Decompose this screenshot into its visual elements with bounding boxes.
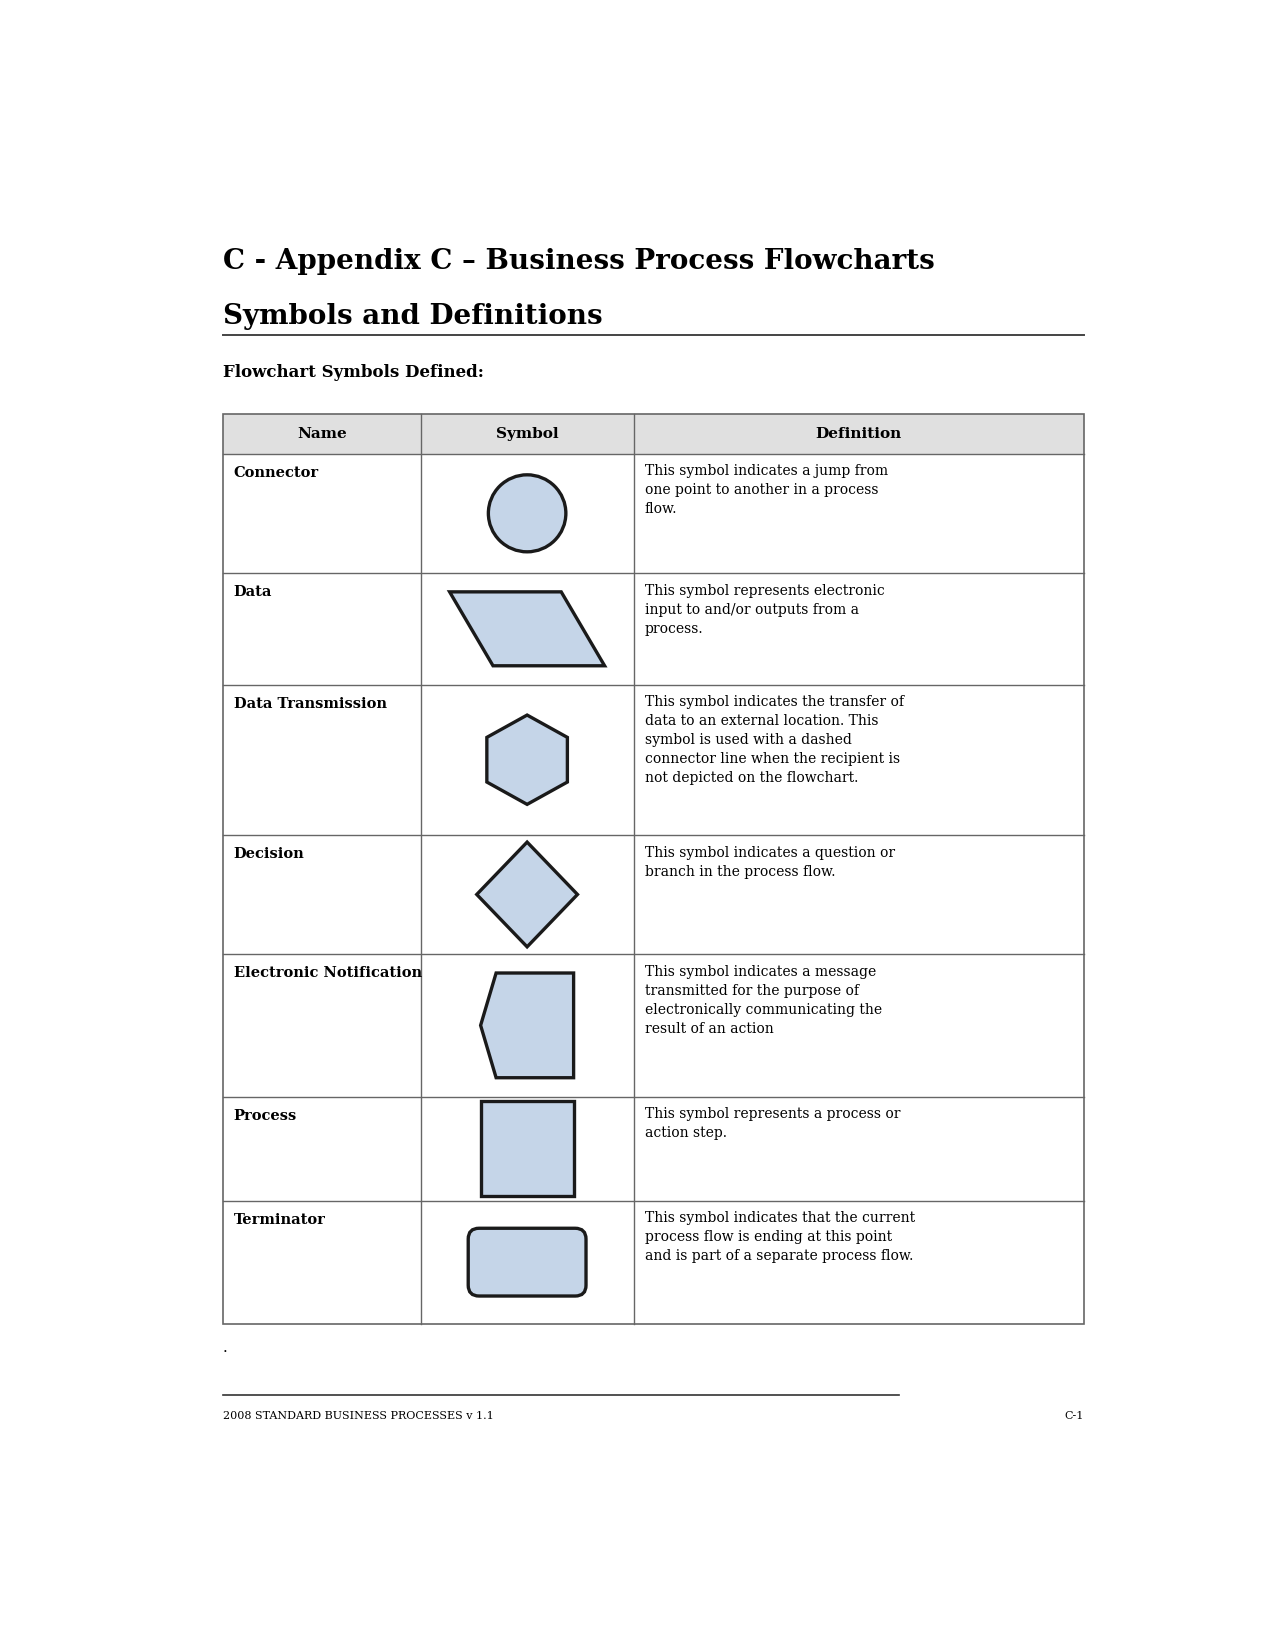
- Text: Flowchart Symbols Defined:: Flowchart Symbols Defined:: [223, 363, 483, 381]
- Text: This symbol indicates a jump from
one point to another in a process
flow.: This symbol indicates a jump from one po…: [645, 464, 887, 516]
- Text: This symbol represents electronic
input to and/or outputs from a
process.: This symbol represents electronic input …: [645, 584, 885, 635]
- Text: This symbol indicates that the current
process flow is ending at this point
and : This symbol indicates that the current p…: [645, 1211, 914, 1264]
- Polygon shape: [481, 974, 574, 1077]
- Text: Decision: Decision: [233, 846, 305, 861]
- Bar: [223, 414, 1084, 1323]
- Polygon shape: [487, 714, 567, 805]
- Bar: [481, 1101, 574, 1196]
- Text: Data: Data: [233, 586, 272, 599]
- Text: This symbol represents a process or
action step.: This symbol represents a process or acti…: [645, 1107, 900, 1140]
- Text: Electronic Notification: Electronic Notification: [233, 967, 422, 980]
- Text: Data Transmission: Data Transmission: [233, 696, 386, 711]
- Bar: [223, 414, 1084, 454]
- Text: This symbol indicates a message
transmitted for the purpose of
electronically co: This symbol indicates a message transmit…: [645, 965, 881, 1036]
- Circle shape: [488, 475, 566, 551]
- Text: Definition: Definition: [815, 427, 901, 441]
- Polygon shape: [450, 592, 604, 667]
- Text: 2008 STANDARD BUSINESS PROCESSES v 1.1: 2008 STANDARD BUSINESS PROCESSES v 1.1: [223, 1411, 493, 1421]
- Text: Terminator: Terminator: [233, 1213, 325, 1228]
- FancyBboxPatch shape: [468, 1228, 586, 1295]
- Text: Name: Name: [297, 427, 347, 441]
- Text: Process: Process: [233, 1109, 297, 1124]
- Text: Symbols and Definitions: Symbols and Definitions: [223, 304, 603, 330]
- Text: Connector: Connector: [233, 465, 319, 480]
- Text: C - Appendix C – Business Process Flowcharts: C - Appendix C – Business Process Flowch…: [223, 248, 935, 276]
- Text: This symbol indicates the transfer of
data to an external location. This
symbol : This symbol indicates the transfer of da…: [645, 695, 904, 785]
- Text: .: .: [223, 1341, 228, 1355]
- Text: Symbol: Symbol: [496, 427, 558, 441]
- Text: C-1: C-1: [1065, 1411, 1084, 1421]
- Text: This symbol indicates a question or
branch in the process flow.: This symbol indicates a question or bran…: [645, 845, 895, 878]
- Polygon shape: [477, 842, 578, 947]
